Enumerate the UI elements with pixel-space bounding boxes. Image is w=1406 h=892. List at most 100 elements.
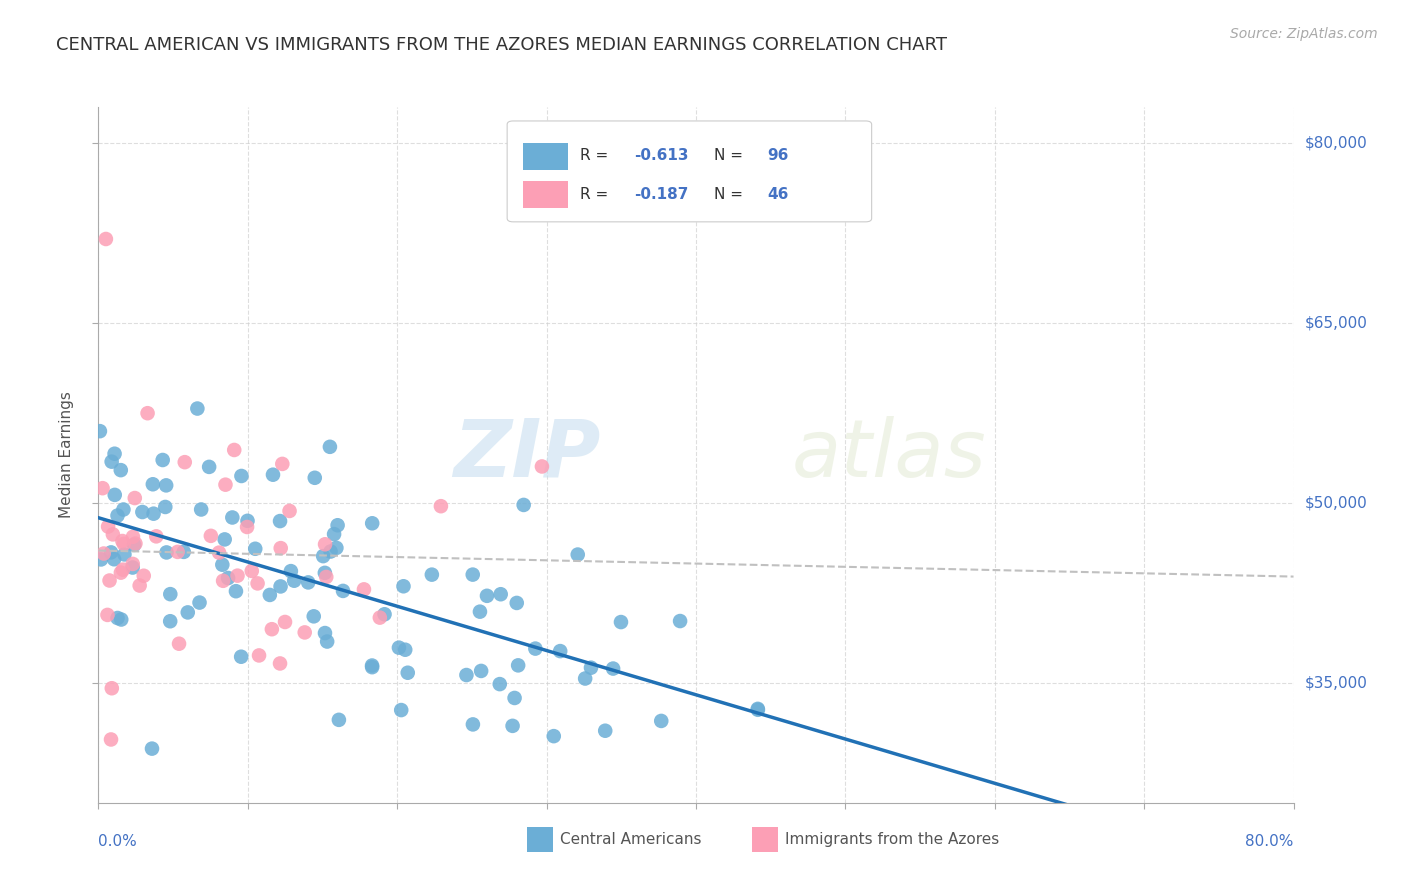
Point [314, 566, 336, 580]
Point [368, 610, 391, 624]
Text: 96: 96 [768, 148, 789, 163]
Point [388, 640, 411, 655]
Bar [523, 144, 568, 169]
Point [319, 544, 342, 558]
Point [396, 665, 419, 680]
Point [111, 563, 134, 577]
Point [173, 545, 195, 559]
Point [112, 548, 135, 562]
Point [332, 583, 354, 598]
Point [91, 481, 114, 495]
Point [747, 702, 769, 716]
Point [141, 741, 163, 756]
Point [361, 660, 384, 674]
Point [89, 424, 111, 438]
Point [173, 455, 195, 469]
Text: Central Americans: Central Americans [560, 831, 702, 847]
Text: -0.613: -0.613 [634, 148, 689, 163]
Text: N =: N = [714, 148, 748, 163]
Point [100, 732, 122, 747]
Point [107, 611, 129, 625]
Point [461, 567, 484, 582]
Point [142, 477, 165, 491]
Point [271, 457, 294, 471]
Point [314, 537, 336, 551]
Point [136, 406, 159, 420]
Text: atlas: atlas [792, 416, 987, 494]
Point [132, 568, 155, 582]
Point [111, 534, 134, 549]
Point [198, 459, 221, 474]
Text: $35,000: $35,000 [1305, 675, 1368, 690]
Point [221, 510, 243, 524]
Point [269, 657, 291, 671]
Point [145, 529, 167, 543]
Point [124, 491, 146, 505]
Point [208, 546, 231, 560]
Point [314, 626, 336, 640]
Point [260, 622, 283, 636]
Point [177, 606, 200, 620]
Text: $65,000: $65,000 [1305, 316, 1368, 330]
Point [122, 530, 145, 544]
Point [217, 571, 239, 585]
Point [269, 514, 291, 528]
Point [353, 582, 375, 597]
Text: 0.0%: 0.0% [98, 834, 138, 849]
Text: $50,000: $50,000 [1305, 495, 1368, 510]
Text: R =: R = [581, 148, 613, 163]
Point [93, 547, 115, 561]
Point [602, 662, 624, 676]
Point [548, 644, 571, 658]
Text: $80,000: $80,000 [1305, 136, 1368, 151]
Point [224, 442, 246, 457]
Point [302, 609, 325, 624]
Point [101, 527, 124, 541]
Point [294, 625, 316, 640]
Point [159, 587, 181, 601]
Point [470, 664, 492, 678]
Point [389, 703, 412, 717]
Point [361, 516, 384, 531]
Point [245, 541, 267, 556]
Point [166, 545, 188, 559]
Point [236, 514, 259, 528]
Point [214, 477, 236, 491]
Point [488, 677, 510, 691]
Point [103, 447, 125, 461]
Point [94, 232, 117, 246]
Point [325, 541, 347, 555]
Point [506, 596, 529, 610]
Point [188, 596, 211, 610]
Point [270, 541, 292, 555]
Point [159, 614, 181, 628]
Point [97, 519, 120, 533]
Point [214, 533, 236, 547]
Point [167, 637, 190, 651]
Point [669, 614, 692, 628]
Point [212, 574, 235, 588]
Point [112, 502, 135, 516]
Text: 80.0%: 80.0% [1246, 834, 1294, 849]
Point [152, 453, 174, 467]
Point [98, 574, 121, 588]
Point [231, 469, 253, 483]
Text: Immigrants from the Azores: Immigrants from the Azores [785, 831, 998, 847]
Text: 46: 46 [768, 186, 789, 202]
Point [110, 613, 132, 627]
Point [650, 714, 672, 728]
Point [90, 552, 112, 566]
Point [240, 564, 263, 578]
Point [121, 560, 143, 574]
Point [155, 545, 177, 559]
Point [121, 557, 143, 571]
Point [96, 607, 118, 622]
Point [361, 658, 384, 673]
Point [326, 518, 349, 533]
Point [231, 649, 253, 664]
Point [394, 642, 416, 657]
Point [747, 703, 769, 717]
Point [100, 545, 122, 559]
Text: N =: N = [714, 186, 748, 202]
Point [543, 729, 565, 743]
